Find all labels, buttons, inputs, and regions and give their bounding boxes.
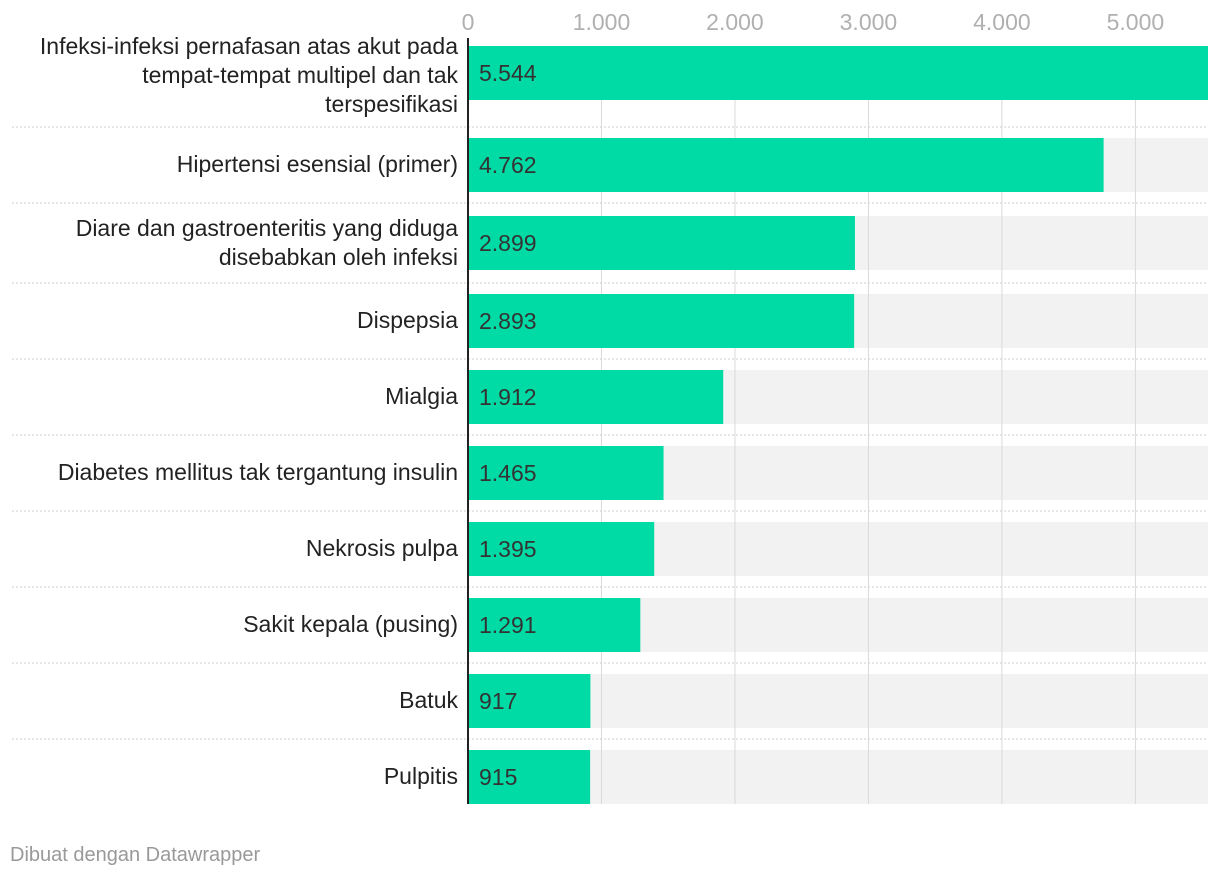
category-label-line: Sakit kepala (pusing) [243, 611, 458, 637]
category-label-line: Diabetes mellitus tak tergantung insulin [58, 459, 458, 485]
bar-1 [468, 138, 1104, 192]
value-label-2: 2.899 [479, 230, 537, 256]
category-label-6: Nekrosis pulpa [306, 535, 458, 561]
category-label-0: Infeksi-infeksi pernafasan atas akut pad… [40, 33, 459, 117]
category-label-7: Sakit kepala (pusing) [243, 611, 458, 637]
category-label-line: terspesifikasi [325, 91, 458, 117]
value-labels: 5.544 4.762 2.899 2.893 1.912 1.465 1.395 1.291… [479, 60, 537, 790]
x-tick-label: 5.000 [1107, 9, 1165, 35]
category-label-line: Diare dan gastroenteritis yang diduga [76, 215, 459, 241]
bar-5 [468, 446, 664, 500]
category-label-3: Dispepsia [357, 307, 458, 333]
category-label-line: Mialgia [385, 383, 458, 409]
category-label-line: tempat-tempat multipel dan tak [142, 62, 458, 88]
value-label-5: 1.465 [479, 460, 537, 486]
category-label-9: Pulpitis [384, 763, 458, 789]
row-separators [12, 126, 1208, 740]
category-label-5: Diabetes mellitus tak tergantung insulin [58, 459, 458, 485]
background-bar-9 [468, 750, 1208, 804]
category-labels: Infeksi-infeksi pernafasan atas akut pad… [40, 33, 459, 789]
bar-8 [468, 674, 591, 728]
bar-7 [468, 598, 641, 652]
bars [468, 46, 1208, 804]
category-label-2: Diare dan gastroenteritis yang diduga dis… [76, 215, 459, 270]
value-label-0: 5.544 [479, 60, 537, 86]
category-label-line: Nekrosis pulpa [306, 535, 458, 561]
category-label-line: disebabkan oleh infeksi [219, 244, 458, 270]
category-label-4: Mialgia [385, 383, 458, 409]
x-tick-label: 2.000 [706, 9, 764, 35]
x-tick-label: 4.000 [973, 9, 1031, 35]
bar-0 [468, 46, 1208, 100]
x-tick-label: 3.000 [840, 9, 898, 35]
background-bar-8 [468, 674, 1208, 728]
category-label-8: Batuk [399, 687, 458, 713]
value-label-1: 4.762 [479, 152, 537, 178]
x-axis-ticks: 0 1.000 2.000 3.000 4.000 5.000 [462, 9, 1165, 35]
category-label-line: Hipertensi esensial (primer) [177, 151, 458, 177]
category-label-1: Hipertensi esensial (primer) [177, 151, 458, 177]
x-tick-label: 0 [462, 9, 475, 35]
category-label-line: Infeksi-infeksi pernafasan atas akut pad… [40, 33, 458, 59]
bar-9 [468, 750, 591, 804]
value-label-4: 1.912 [479, 384, 537, 410]
value-label-3: 2.893 [479, 308, 537, 334]
x-tick-label: 1.000 [573, 9, 631, 35]
value-label-9: 915 [479, 764, 517, 790]
value-label-6: 1.395 [479, 536, 537, 562]
value-label-7: 1.291 [479, 612, 537, 638]
bar-4 [468, 370, 724, 424]
credit-text: Dibuat dengan Datawrapper [10, 844, 261, 866]
category-label-line: Pulpitis [384, 763, 458, 789]
category-label-line: Dispepsia [357, 307, 458, 333]
category-label-line: Batuk [399, 687, 458, 713]
bar-2 [468, 216, 855, 270]
bar-3 [468, 294, 855, 348]
bar-6 [468, 522, 655, 576]
value-label-8: 917 [479, 688, 517, 714]
